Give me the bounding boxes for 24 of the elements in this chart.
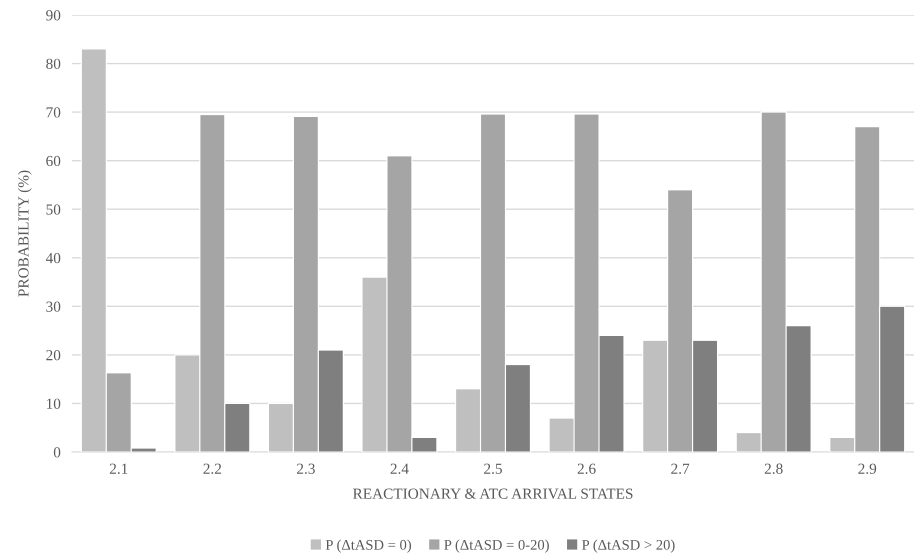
- y-tick-label: 50: [46, 204, 60, 215]
- y-tick-label: 20: [46, 350, 60, 360]
- x-axis-title: REACTIONARY & ATC ARRIVAL STATES: [353, 488, 632, 499]
- x-tick-label: 2.8: [764, 464, 783, 474]
- y-tick-label: 70: [46, 107, 60, 118]
- x-tick-label: 2.1: [110, 464, 128, 474]
- y-tick-label: 30: [46, 301, 60, 312]
- legend-label: P (ΔtASD > 20): [582, 540, 675, 553]
- legend-label: P (ΔtASD = 0): [326, 540, 412, 553]
- x-tick-label: 2.5: [484, 464, 502, 474]
- y-axis-title: PROBABILITY (%): [18, 170, 32, 297]
- x-tick-label: 2.2: [203, 464, 222, 474]
- x-tick-label: 2.4: [390, 464, 409, 474]
- x-tick-label: 2.3: [297, 464, 315, 474]
- y-tick-label: 80: [46, 58, 60, 70]
- y-tick-label: 10: [46, 398, 60, 409]
- y-tick-label: 90: [46, 10, 60, 20]
- y-tick-label: 60: [46, 156, 60, 166]
- x-tick-label: 2.9: [858, 464, 876, 474]
- x-tick-label: 2.6: [578, 464, 596, 474]
- x-tick-label: 2.7: [671, 464, 690, 474]
- y-tick-label: 0: [54, 447, 60, 458]
- y-tick-label: 40: [46, 252, 60, 264]
- legend-label: P (ΔtASD = 0-20): [444, 540, 549, 553]
